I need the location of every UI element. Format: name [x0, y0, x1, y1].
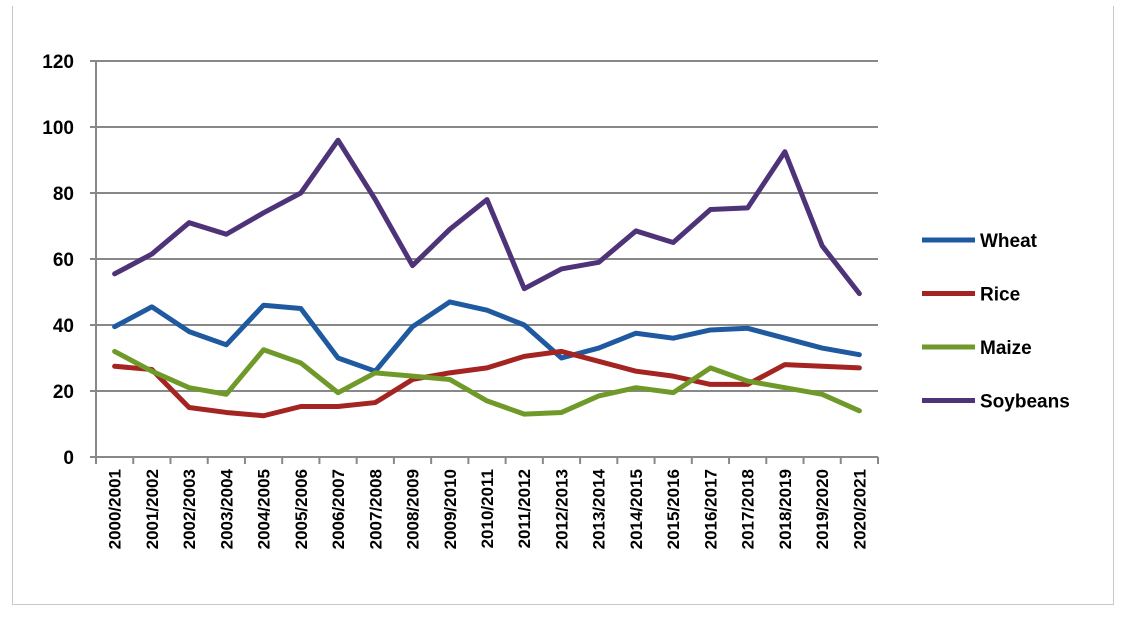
legend-label-maize: Maize [980, 338, 1032, 359]
chart-frame [12, 6, 1114, 605]
x-tick-label: 2002/2003 [180, 469, 199, 549]
y-tick-label: 20 [53, 382, 74, 403]
legend-label-wheat: Wheat [980, 231, 1038, 252]
x-tick-label: 2006/2007 [329, 469, 348, 549]
x-tick-label: 2001/2002 [143, 469, 162, 549]
series-line-maize [112, 347, 862, 417]
x-tick-label: 2014/2015 [627, 469, 646, 549]
y-tick-label: 40 [53, 316, 74, 337]
legend-label-rice: Rice [980, 285, 1020, 306]
x-tick-label: 2010/2011 [478, 469, 497, 548]
x-tick-label: 2009/2010 [441, 469, 460, 549]
x-tick-label: 2011/2012 [515, 469, 534, 548]
y-tick-label: 0 [63, 448, 74, 469]
x-tick-label: 2004/2005 [255, 469, 274, 549]
x-tick-label: 2007/2008 [366, 469, 385, 549]
x-tick-label: 2013/2014 [590, 468, 609, 549]
legend-label-soybeans: Soybeans [980, 392, 1070, 413]
y-tick-label: 60 [53, 250, 74, 271]
series-line-soybeans [112, 137, 862, 297]
series-line-wheat [112, 299, 862, 374]
x-tick-label: 2018/2019 [776, 469, 795, 549]
y-tick-label: 100 [42, 118, 74, 139]
x-tick-label: 2019/2020 [813, 469, 832, 549]
y-tick-label: 120 [42, 52, 74, 73]
x-tick-label: 2005/2006 [292, 469, 311, 549]
x-tick-label: 2003/2004 [217, 468, 236, 549]
x-tick-label: 2015/2016 [664, 469, 683, 549]
x-tick-label: 2020/2021 [850, 469, 869, 549]
y-tick-label: 80 [53, 184, 74, 205]
x-tick-label: 2008/2009 [404, 469, 423, 549]
x-tick-label: 2012/2013 [552, 469, 571, 549]
x-tick-label: 2017/2018 [739, 469, 758, 549]
x-tick-label: 2000/2001 [106, 469, 125, 549]
x-tick-label: 2016/2017 [701, 469, 720, 549]
